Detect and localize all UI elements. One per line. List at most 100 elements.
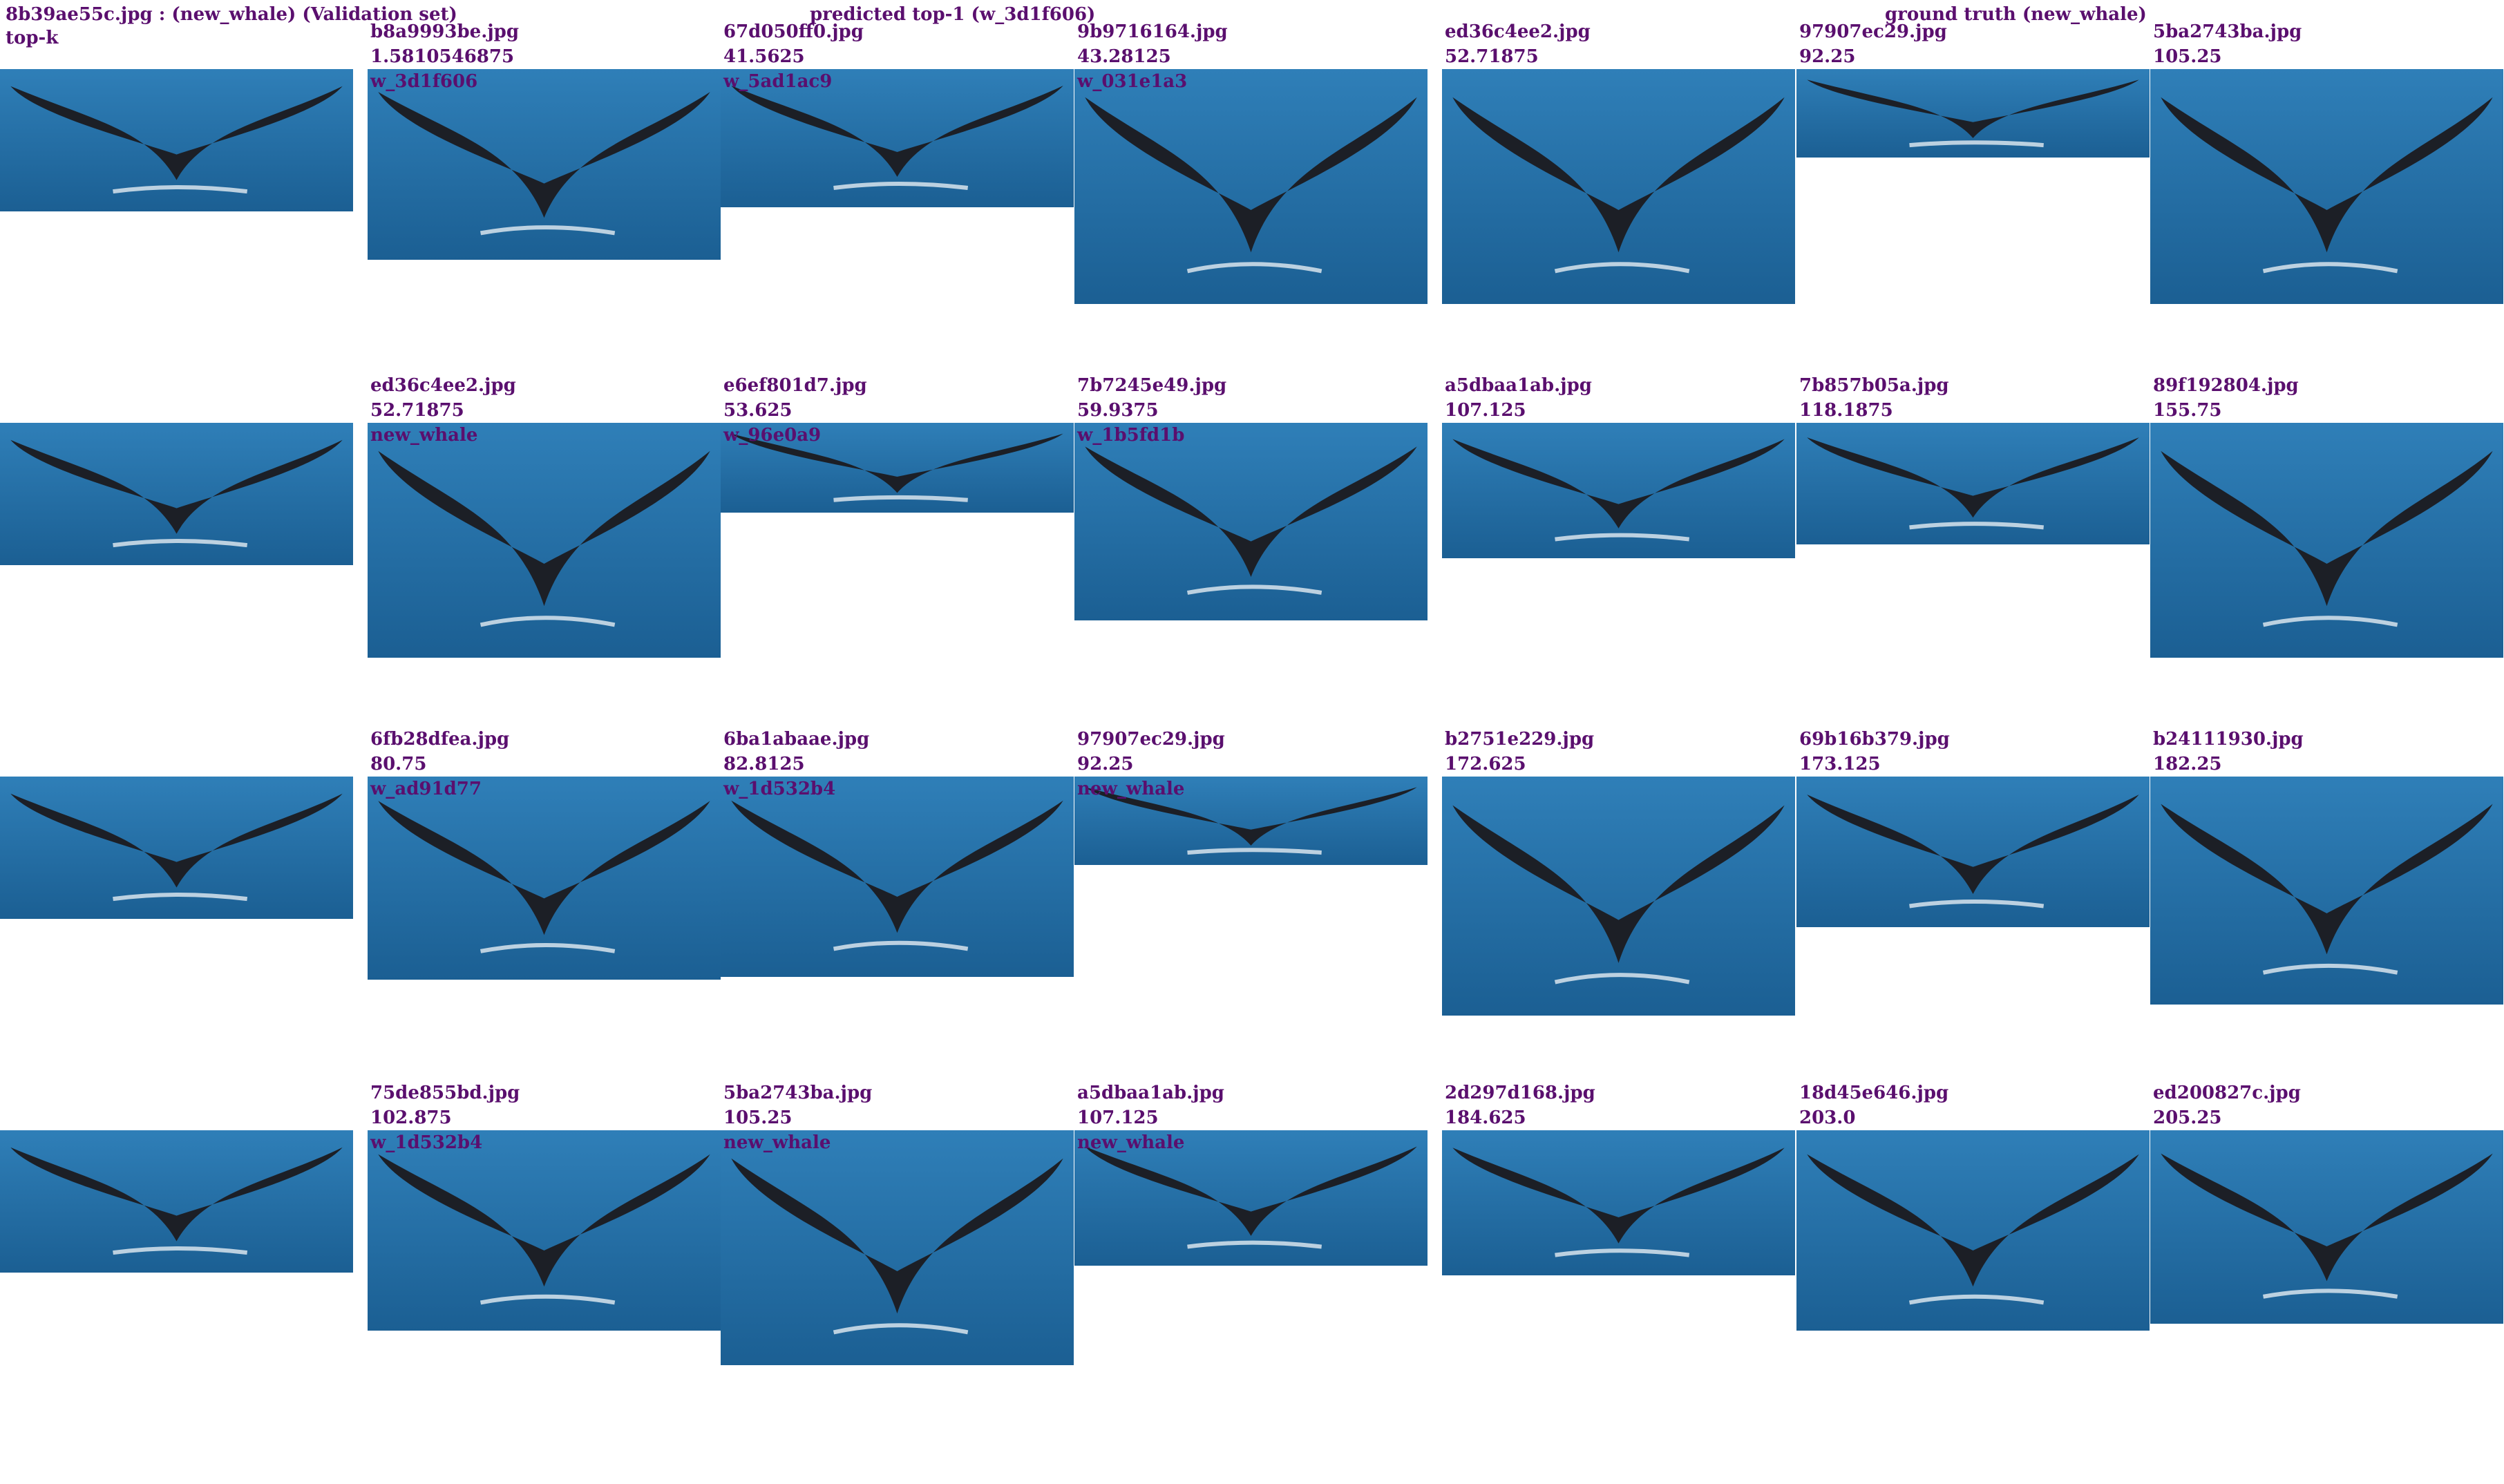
result-cell[interactable]: 18d45e646.jpg 203.0 xyxy=(1796,1061,2150,1407)
result-cell[interactable]: 7b7245e49.jpg 59.9375 w_1b5fd1b xyxy=(1074,354,1428,699)
filename-text: 67d050ff0.jpg xyxy=(723,19,864,44)
result-cell[interactable]: 5ba2743ba.jpg 105.25 xyxy=(2150,0,2503,345)
whale-id-text: new_whale xyxy=(723,1130,831,1155)
whale-fluke-image xyxy=(1074,69,1428,304)
filename-text: 9b9716164.jpg xyxy=(1077,19,1228,44)
result-cell[interactable]: 75de855bd.jpg 102.875 w_1d532b4 xyxy=(368,1061,721,1407)
whale-fluke-image xyxy=(1442,69,1795,304)
whale-fluke-image xyxy=(368,777,721,980)
score-text: 173.125 xyxy=(1799,752,1881,777)
result-cell[interactable]: 9b9716164.jpg 43.28125 w_031e1a3 xyxy=(1074,0,1428,345)
score-text: 92.25 xyxy=(1799,44,1855,69)
whale-fluke-image xyxy=(721,777,1074,977)
score-text: 53.625 xyxy=(723,398,793,423)
filename-text: 2d297d168.jpg xyxy=(1445,1081,1595,1105)
result-cell[interactable]: ed36c4ee2.jpg 52.71875 new_whale xyxy=(368,354,721,699)
whale-fluke-image xyxy=(2150,1130,2503,1324)
result-cell[interactable]: 6ba1abaae.jpg 82.8125 w_1d532b4 xyxy=(721,707,1074,1053)
filename-text: a5dbaa1ab.jpg xyxy=(1445,373,1592,398)
whale-id-text: new_whale xyxy=(370,423,477,448)
whale-fluke-image xyxy=(1796,1130,2150,1331)
score-text: 118.1875 xyxy=(1799,398,1893,423)
filename-text: 69b16b379.jpg xyxy=(1799,727,1950,752)
whale-fluke-image xyxy=(2150,423,2503,658)
score-text: 155.75 xyxy=(2153,398,2222,423)
result-cell[interactable]: b8a9993be.jpg 1.5810546875 w_3d1f606 xyxy=(368,0,721,345)
filename-text: b8a9993be.jpg xyxy=(370,19,519,44)
score-text: 82.8125 xyxy=(723,752,805,777)
filename-text: 97907ec29.jpg xyxy=(1077,727,1225,752)
result-cell[interactable]: 5ba2743ba.jpg 105.25 new_whale xyxy=(721,1061,1074,1407)
filename-text: 18d45e646.jpg xyxy=(1799,1081,1948,1105)
score-text: 203.0 xyxy=(1799,1105,1855,1130)
whale-id-text: w_1d532b4 xyxy=(370,1130,482,1155)
whale-id-text: w_1b5fd1b xyxy=(1077,423,1184,448)
whale-fluke-image xyxy=(368,69,721,260)
whale-id-text: w_1d532b4 xyxy=(723,777,835,801)
score-text: 59.9375 xyxy=(1077,398,1159,423)
result-cell[interactable]: ed36c4ee2.jpg 52.71875 xyxy=(1442,0,1795,345)
whale-fluke-image xyxy=(1796,69,2150,158)
whale-id-text: w_5ad1ac9 xyxy=(723,69,832,94)
whale-fluke-image xyxy=(1796,423,2150,544)
result-cell[interactable]: ed200827c.jpg 205.25 xyxy=(2150,1061,2503,1407)
query-image xyxy=(0,69,353,211)
whale-id-text: new_whale xyxy=(1077,1130,1184,1155)
score-text: 43.28125 xyxy=(1077,44,1171,69)
filename-text: 89f192804.jpg xyxy=(2153,373,2299,398)
whale-fluke-image xyxy=(1442,777,1795,1016)
result-cell[interactable]: 97907ec29.jpg 92.25 xyxy=(1796,0,2150,345)
score-text: 107.125 xyxy=(1445,398,1526,423)
score-text: 92.25 xyxy=(1077,752,1133,777)
result-cell[interactable]: 97907ec29.jpg 92.25 new_whale xyxy=(1074,707,1428,1053)
score-text: 41.5625 xyxy=(723,44,805,69)
filename-text: 7b857b05a.jpg xyxy=(1799,373,1949,398)
whale-fluke-image xyxy=(368,1130,721,1331)
filename-text: 6fb28dfea.jpg xyxy=(370,727,509,752)
filename-text: 5ba2743ba.jpg xyxy=(723,1081,872,1105)
score-text: 1.5810546875 xyxy=(370,44,514,69)
score-text: 205.25 xyxy=(2153,1105,2222,1130)
filename-text: b24111930.jpg xyxy=(2153,727,2304,752)
whale-fluke-image xyxy=(1442,1130,1795,1275)
result-cell[interactable]: 7b857b05a.jpg 118.1875 xyxy=(1796,354,2150,699)
whale-fluke-image xyxy=(1074,423,1428,620)
whale-id-text: w_031e1a3 xyxy=(1077,69,1187,94)
filename-text: 7b7245e49.jpg xyxy=(1077,373,1226,398)
score-text: 52.71875 xyxy=(370,398,464,423)
score-text: 102.875 xyxy=(370,1105,452,1130)
score-text: 52.71875 xyxy=(1445,44,1539,69)
result-cell[interactable]: 6fb28dfea.jpg 80.75 w_ad91d77 xyxy=(368,707,721,1053)
whale-id-text: w_ad91d77 xyxy=(370,777,482,801)
query-image xyxy=(0,423,353,565)
result-cell[interactable]: a5dbaa1ab.jpg 107.125 new_whale xyxy=(1074,1061,1428,1407)
filename-text: ed36c4ee2.jpg xyxy=(370,373,516,398)
filename-text: b2751e229.jpg xyxy=(1445,727,1594,752)
score-text: 182.25 xyxy=(2153,752,2222,777)
filename-text: 97907ec29.jpg xyxy=(1799,19,1947,44)
whale-fluke-image xyxy=(721,1130,1074,1365)
filename-text: e6ef801d7.jpg xyxy=(723,373,867,398)
whale-id-text: new_whale xyxy=(1077,777,1184,801)
result-cell[interactable]: 89f192804.jpg 155.75 xyxy=(2150,354,2503,699)
score-text: 184.625 xyxy=(1445,1105,1526,1130)
result-cell[interactable]: b24111930.jpg 182.25 xyxy=(2150,707,2503,1053)
result-cell[interactable]: b2751e229.jpg 172.625 xyxy=(1442,707,1795,1053)
filename-text: 75de855bd.jpg xyxy=(370,1081,520,1105)
result-cell[interactable]: 69b16b379.jpg 173.125 xyxy=(1796,707,2150,1053)
score-text: 80.75 xyxy=(370,752,426,777)
filename-text: 5ba2743ba.jpg xyxy=(2153,19,2302,44)
score-text: 105.25 xyxy=(2153,44,2222,69)
result-cell[interactable]: a5dbaa1ab.jpg 107.125 xyxy=(1442,354,1795,699)
whale-id-text: w_3d1f606 xyxy=(370,69,477,94)
whale-fluke-image xyxy=(2150,777,2503,1005)
result-cell[interactable]: 2d297d168.jpg 184.625 xyxy=(1442,1061,1795,1407)
whale-fluke-image xyxy=(1796,777,2150,927)
result-cell[interactable]: 67d050ff0.jpg 41.5625 w_5ad1ac9 xyxy=(721,0,1074,345)
filename-text: 6ba1abaae.jpg xyxy=(723,727,869,752)
score-text: 172.625 xyxy=(1445,752,1526,777)
score-text: 105.25 xyxy=(723,1105,793,1130)
top-k-label: top-k xyxy=(6,26,58,50)
result-cell[interactable]: e6ef801d7.jpg 53.625 w_96e0a9 xyxy=(721,354,1074,699)
whale-fluke-image xyxy=(368,423,721,658)
